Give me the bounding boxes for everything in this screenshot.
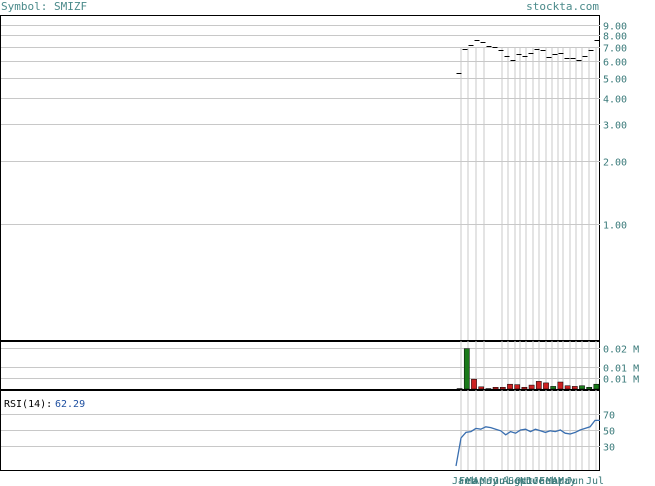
rsi-tick-label: 50 bbox=[603, 427, 615, 438]
rsi-panel: RSI(14): 62.29 30 50 70 bbox=[1, 399, 615, 467]
x-axis: JanFebMarAprMayJunJulAugSepOctNovDecJanF… bbox=[452, 476, 604, 486]
x-tick-label: Oct bbox=[515, 476, 533, 486]
x-tick-label: Mar bbox=[546, 476, 564, 486]
volume-tick-label: 0.01 M bbox=[603, 375, 639, 386]
panel-frame-0 bbox=[0, 15, 600, 341]
volume-bar bbox=[521, 387, 528, 390]
volume-bar bbox=[492, 387, 499, 390]
x-tick-label: Feb bbox=[539, 476, 557, 486]
volume-bar bbox=[535, 381, 542, 390]
x-tick-label: Feb bbox=[459, 476, 477, 486]
volume-bar bbox=[579, 385, 585, 390]
symbol-label: Symbol: SMIZF bbox=[1, 0, 88, 13]
volume-bar bbox=[507, 383, 513, 390]
volume-bar bbox=[528, 384, 535, 390]
vertical-grid bbox=[460, 47, 597, 470]
price-tick-label: 1.00 bbox=[603, 221, 627, 232]
volume-panel: 0.01 M0.01 M 0.02 M bbox=[1, 345, 639, 390]
x-tick-label: Jan bbox=[533, 476, 551, 486]
price-tick-label: 5.00 bbox=[603, 75, 627, 86]
price-tick-label: 6.00 bbox=[603, 58, 627, 69]
price-tick-label: 7.00 bbox=[603, 44, 627, 55]
x-tick-label: Mar bbox=[466, 476, 484, 486]
rsi-label: RSI(14): bbox=[4, 399, 52, 410]
price-tick-label: 3.00 bbox=[603, 121, 627, 132]
volume-tick-label: 0.01 M bbox=[603, 364, 639, 375]
x-tick-label: Jul bbox=[586, 476, 604, 486]
x-tick-label: Jan bbox=[452, 476, 470, 486]
rsi-tick-label: 30 bbox=[603, 443, 615, 454]
x-tick-label: Dec bbox=[526, 476, 544, 486]
volume-bar bbox=[571, 386, 578, 390]
volume-bar bbox=[586, 387, 593, 390]
x-tick-label: May bbox=[480, 476, 498, 486]
volume-tick-label: 0.02 M bbox=[603, 345, 639, 356]
x-tick-label: Apr bbox=[473, 476, 491, 486]
volume-bar bbox=[514, 384, 521, 390]
rsi-line bbox=[455, 419, 600, 467]
x-tick-label: Jul bbox=[493, 476, 511, 486]
volume-bar bbox=[557, 381, 564, 390]
panel-frame-1 bbox=[0, 341, 600, 390]
volume-bar bbox=[550, 386, 557, 390]
panel-frames bbox=[0, 15, 600, 471]
price-panel: 1.00 2.00 3.00 4.00 5.00 6.00 7.008.009.00 bbox=[1, 22, 627, 232]
x-tick-label: Sep bbox=[508, 476, 526, 486]
volume-bar bbox=[564, 385, 571, 390]
x-tick-label: Jun bbox=[566, 476, 584, 486]
price-tick-label: 8.00 bbox=[603, 32, 627, 43]
volume-bar bbox=[499, 387, 506, 390]
x-tick-label: Nov bbox=[520, 476, 538, 486]
x-tick-label: May bbox=[558, 476, 576, 486]
x-tick-label: Aug bbox=[502, 476, 520, 486]
volume-bar bbox=[471, 378, 477, 390]
x-tick-label: Jun bbox=[487, 476, 505, 486]
price-tick-label: 9.00 bbox=[603, 22, 627, 33]
volume-bar bbox=[463, 348, 470, 390]
price-tick-label: 4.00 bbox=[603, 95, 627, 106]
x-tick-label: Apr bbox=[552, 476, 570, 486]
price-tick-label: 2.00 bbox=[603, 158, 627, 169]
volume-bar bbox=[478, 386, 485, 390]
site-name[interactable]: stockta.com bbox=[526, 0, 599, 13]
rsi-tick-label: 70 bbox=[603, 411, 615, 422]
volume-bar bbox=[593, 383, 600, 390]
rsi-value: 62.29 bbox=[55, 399, 85, 410]
volume-bar bbox=[543, 382, 549, 390]
